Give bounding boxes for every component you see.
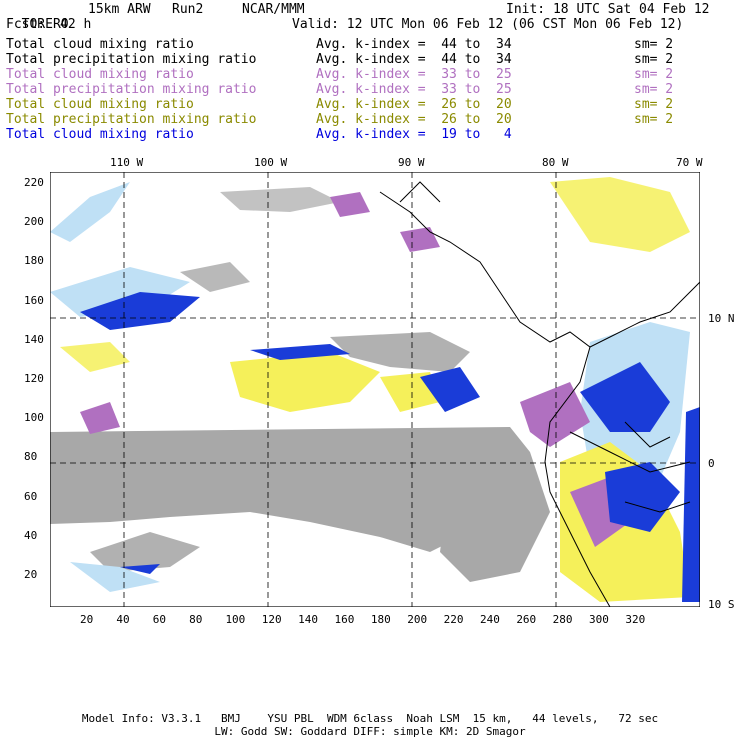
header-org: NCAR/MMM: [242, 2, 305, 17]
legend-sm-5: sm= 2: [634, 112, 674, 127]
footer-physics-info: LW: Godd SW: Goddard DIFF: simple KM: 2D…: [214, 725, 526, 738]
model-name: TORERO: [21, 17, 69, 32]
x-tick-label: 180: [370, 613, 391, 626]
legend-field-3: Total precipitation mixing ratio: [6, 82, 257, 97]
x-tick-label: 20: [80, 613, 94, 626]
y-tick-label: 140: [24, 332, 44, 346]
legend-field-4: Total cloud mixing ratio: [6, 97, 194, 112]
legend-index-2: Avg. k-index = 33 to 25: [316, 67, 512, 82]
legend-field-0: Total cloud mixing ratio: [6, 37, 194, 52]
header-valid: Valid: 12 UTC Mon 06 Feb 12 (06 CST Mon …: [292, 17, 684, 32]
y-tick-label: 80: [24, 450, 38, 464]
legend-index-1: Avg. k-index = 44 to 34: [316, 52, 512, 67]
x-tick-label: 240: [479, 613, 500, 626]
x-tick-label: 160: [334, 613, 355, 626]
lat-label: 10 N: [708, 312, 735, 325]
x-tick-label: 200: [407, 613, 428, 626]
y-tick-label: 100: [24, 411, 44, 425]
lon-label: 110 W: [110, 156, 144, 169]
legend-field-1: Total precipitation mixing ratio: [6, 52, 257, 67]
legend-sm-4: sm= 2: [634, 97, 674, 112]
lon-label: 80 W: [542, 156, 569, 169]
coastlines: [379, 181, 700, 607]
header-run: Run2: [172, 2, 204, 17]
legend-field-6: Total cloud mixing ratio: [6, 127, 194, 142]
legend-sm-3: sm= 2: [634, 82, 674, 97]
header-fcst-value: 42 h: [60, 17, 92, 32]
map-plot: [50, 172, 700, 607]
y-tick-label: 40: [24, 528, 38, 542]
lat-label: 0: [708, 457, 715, 470]
header-model: TORERO: [6, 2, 69, 32]
y-tick-label: 160: [24, 293, 44, 307]
y-tick-label: 220: [24, 176, 44, 189]
x-tick-label: 40: [116, 613, 130, 626]
legend-sm-0: sm= 2: [634, 37, 674, 52]
x-tick-label: 60: [152, 613, 166, 626]
legend-index-0: Avg. k-index = 44 to 34: [316, 37, 512, 52]
lon-label: 100 W: [254, 156, 288, 169]
lat-label: 10 S: [708, 598, 735, 611]
y-tick-label: 180: [24, 254, 44, 268]
legend-field-2: Total cloud mixing ratio: [6, 67, 194, 82]
legend-index-5: Avg. k-index = 26 to 20: [316, 112, 512, 127]
header-fcst-label: Fcst:: [6, 17, 46, 32]
legend-field-5: Total precipitation mixing ratio: [6, 112, 257, 127]
blue-cloud-fields: [80, 292, 700, 602]
legend-index-4: Avg. k-index = 26 to 20: [316, 97, 512, 112]
footer-model-info: Model Info: V3.3.1 BMJ YSU PBL WDM 6clas…: [81, 712, 659, 725]
lon-label: 90 W: [398, 156, 425, 169]
legend-index-3: Avg. k-index = 33 to 25: [316, 82, 512, 97]
x-tick-label: 140: [298, 613, 319, 626]
x-tick-label: 300: [589, 613, 609, 626]
lon-label: 70 W: [676, 156, 703, 169]
x-tick-label: 260: [516, 613, 537, 626]
x-tick-label: 120: [261, 613, 282, 626]
gray-cloud-fields: [50, 187, 550, 582]
y-tick-label: 60: [24, 489, 38, 503]
header-init: Init: 18 UTC Sat 04 Feb 12: [506, 2, 710, 17]
lat-lon-grid: [50, 172, 700, 607]
legend-sm-1: sm= 2: [634, 52, 674, 67]
header-resolution: 15km ARW: [88, 2, 151, 17]
x-tick-label: 80: [189, 613, 203, 626]
y-tick-label: 120: [24, 372, 44, 385]
x-tick-label: 320: [625, 613, 646, 626]
x-tick-label: 100: [225, 613, 246, 626]
y-tick-label: 20: [24, 568, 38, 581]
legend-sm-2: sm= 2: [634, 67, 674, 82]
y-tick-label: 200: [24, 215, 44, 229]
x-tick-label: 220: [443, 613, 464, 626]
legend-index-6: Avg. k-index = 19 to 4: [316, 127, 512, 142]
x-tick-label: 280: [552, 613, 573, 626]
